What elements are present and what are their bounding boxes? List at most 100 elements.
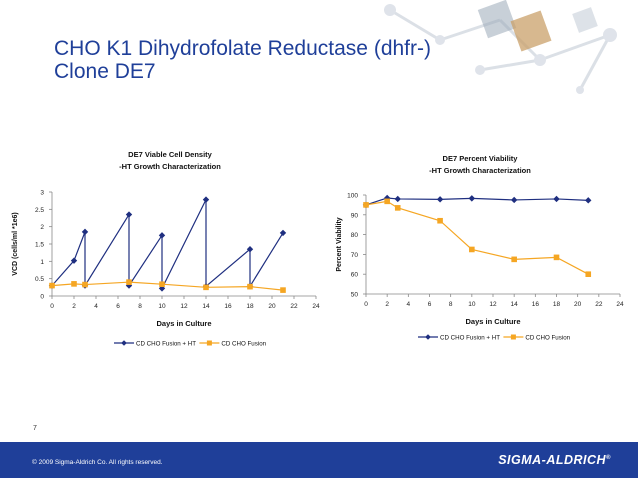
data-point-square	[247, 283, 253, 290]
x-tick-label: 0	[50, 303, 54, 310]
y-tick-label: 1	[40, 259, 44, 266]
legend-marker-square	[510, 334, 516, 340]
data-point-diamond	[246, 246, 254, 253]
x-tick-label: 4	[407, 301, 411, 308]
data-point-diamond	[436, 196, 444, 203]
data-point-square	[280, 287, 286, 293]
legend-label: CD CHO Fusion + HT	[440, 334, 500, 341]
y-tick-label: 0.5	[35, 276, 44, 283]
x-tick-label: 18	[553, 301, 561, 308]
data-point-diamond	[553, 195, 560, 203]
data-point-diamond	[202, 196, 210, 203]
x-tick-label: 22	[595, 301, 603, 308]
y-tick-label: 70	[351, 252, 359, 259]
y-tick-label: 1.5	[35, 242, 44, 249]
y-tick-label: 2.5	[35, 207, 44, 214]
data-point-square	[511, 256, 517, 263]
footer-bar: © 2009 Sigma-Aldrich Co. All rights rese…	[0, 442, 638, 478]
data-point-diamond	[125, 211, 133, 218]
data-point-square	[384, 198, 390, 205]
data-point-diamond	[585, 197, 592, 204]
data-point-square	[71, 281, 77, 287]
data-point-square	[363, 202, 369, 208]
y-tick-label: 50	[351, 292, 359, 299]
x-tick-label: 8	[138, 303, 142, 310]
chart-1: DE7 Viable Cell Density -HT Growth Charac…	[12, 150, 320, 347]
data-point-square	[203, 284, 209, 291]
x-tick-label: 12	[489, 301, 497, 308]
y-tick-label: 0	[40, 294, 44, 301]
x-tick-label: 20	[574, 301, 582, 308]
x-tick-label: 6	[428, 301, 432, 308]
x-tick-label: 22	[290, 303, 298, 310]
data-point-square	[469, 246, 475, 253]
x-tick-label: 20	[268, 303, 276, 310]
chart-subtitle: -HT Growth Characterization	[119, 162, 221, 171]
legend-marker-square	[206, 340, 212, 346]
x-tick-label: 16	[532, 301, 540, 308]
data-point-diamond	[81, 228, 89, 236]
x-tick-label: 14	[511, 301, 519, 308]
x-tick-label: 4	[94, 303, 98, 310]
x-tick-label: 6	[116, 303, 120, 310]
legend-marker-diamond	[425, 334, 431, 340]
x-tick-label: 0	[364, 301, 368, 308]
chart-subtitle: -HT Growth Characterization	[429, 166, 531, 175]
legend-marker-diamond	[121, 340, 127, 346]
data-point-square	[585, 271, 592, 277]
x-tick-label: 12	[180, 303, 188, 310]
data-point-diamond	[510, 196, 518, 204]
data-point-square	[394, 205, 401, 211]
data-point-diamond	[468, 195, 476, 202]
x-tick-label: 14	[202, 303, 210, 310]
x-tick-label: 18	[246, 303, 254, 310]
chart-2: DE7 Percent Viability -HT Growth Characte…	[336, 154, 624, 341]
legend-label: CD CHO Fusion	[221, 340, 266, 347]
chart-title: DE7 Percent Viability	[443, 154, 519, 163]
x-tick-label: 2	[385, 301, 389, 308]
data-point-square	[82, 281, 88, 288]
brand-logo: SIGMA-ALDRICH®	[498, 453, 611, 467]
x-tick-label: 24	[616, 301, 624, 308]
slide-title-line-1: CHO K1 Dihydrofolate Reductase (dhfr-)	[54, 37, 431, 60]
y-tick-label: 2	[40, 224, 44, 231]
x-axis-label: Days in Culture	[156, 319, 211, 328]
y-tick-label: 100	[347, 193, 358, 200]
data-point-square	[159, 281, 165, 288]
brand-name: SIGMA-ALDRICH	[498, 453, 607, 467]
slide-title-line-2: Clone DE7	[54, 60, 156, 83]
chart-title: DE7 Viable Cell Density	[128, 150, 212, 159]
slide-title: CHO K1 Dihydrofolate Reductase (dhfr-) C…	[54, 37, 524, 83]
decorative-molecule-graphic	[384, 0, 617, 94]
x-tick-label: 10	[468, 301, 476, 308]
y-tick-label: 80	[351, 232, 359, 239]
registered-mark: ®	[606, 454, 611, 461]
series-line-1	[51, 199, 284, 289]
data-point-diamond	[158, 232, 166, 239]
x-tick-label: 10	[158, 303, 166, 310]
data-point-diamond	[394, 195, 401, 203]
y-tick-label: 90	[351, 212, 359, 219]
x-tick-label: 24	[312, 303, 320, 310]
series-line-2	[365, 200, 589, 275]
legend-label: CD CHO Fusion	[525, 334, 570, 341]
data-point-square	[553, 254, 560, 261]
y-axis-label: VCD (cells/ml *1e6)	[12, 212, 19, 275]
charts-canvas: DE7 Viable Cell Density -HT Growth Charac…	[12, 150, 624, 347]
x-axis-label: Days in Culture	[465, 317, 520, 326]
y-tick-label: 60	[351, 272, 359, 279]
data-point-diamond	[70, 257, 78, 264]
data-point-square	[49, 282, 55, 289]
x-tick-label: 8	[449, 301, 453, 308]
copyright-text: © 2009 Sigma-Aldrich Co. All rights rese…	[32, 459, 163, 466]
x-tick-label: 16	[224, 303, 232, 310]
data-point-square	[126, 279, 132, 285]
y-axis-label: Percent Viability	[336, 217, 343, 271]
y-tick-label: 3	[40, 190, 44, 197]
x-tick-label: 2	[72, 303, 76, 310]
data-point-square	[437, 217, 443, 224]
legend-label: CD CHO Fusion + HT	[136, 340, 196, 347]
data-point-diamond	[279, 229, 287, 237]
page-number: 7	[33, 425, 37, 432]
